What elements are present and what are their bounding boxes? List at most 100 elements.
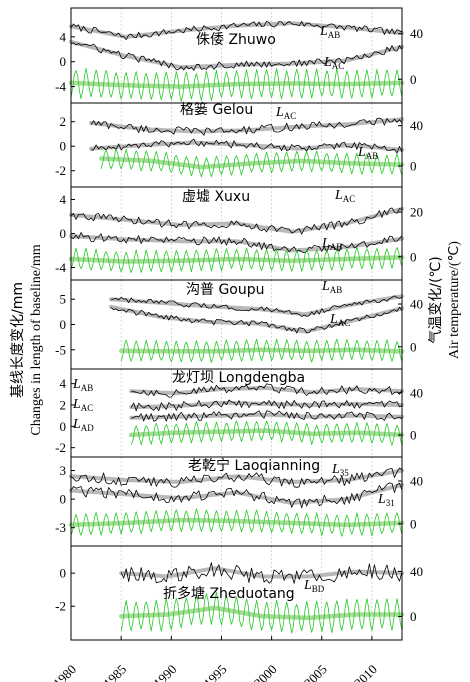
left-tick-label-5-1: 0	[60, 492, 67, 507]
left-tick-label-3-0: 5	[60, 292, 67, 307]
left-tick-label-0-2: -4	[55, 79, 66, 94]
trend-2-2	[68, 255, 405, 264]
left-tick-label-2-2: -4	[55, 260, 66, 275]
series-line-4-2	[131, 410, 403, 422]
right-tick-label-5-0: 40	[410, 474, 423, 489]
series-label-5-1: L31	[377, 492, 395, 508]
left-tick-label-1-0: 2	[60, 114, 67, 129]
right-tick-label-4-0: 40	[410, 385, 423, 400]
series-label-sub-6-0: BD	[312, 584, 325, 594]
trend-3-2	[118, 347, 405, 354]
right-tick-label-6-0: 40	[410, 564, 423, 579]
trend-0-0	[69, 21, 404, 39]
right-tick-label-3-1: 0	[410, 339, 417, 354]
series-label-sub-1-1: AB	[366, 151, 379, 161]
series-label-sub-0-1: AC	[332, 61, 345, 71]
right-tick-label-4-1: 0	[410, 428, 417, 443]
series-line-6-1	[120, 591, 403, 634]
data-layer	[68, 20, 405, 634]
series-line-5-0	[70, 467, 403, 488]
series-label-sub-3-1: AC	[338, 318, 351, 328]
series-line-1-1	[91, 138, 403, 154]
left-tick-label-2-1: 0	[60, 226, 67, 241]
left-tick-label-0-0: 4	[60, 29, 67, 44]
series-label-4-1: LAC	[72, 397, 93, 413]
left-tick-label-5-2: -3	[55, 520, 66, 535]
series-label-sub-4-1: AC	[81, 403, 94, 413]
left-tick-label-4-2: 0	[60, 419, 67, 434]
trend-1-2	[98, 156, 405, 170]
trend-4-3	[128, 428, 405, 438]
panel-title-5: 老乾宁 Laoqianning	[188, 457, 320, 474]
x-tick-label-5: 2005	[301, 662, 330, 682]
right-tick-label-6-1: 0	[410, 609, 417, 624]
right-tick-label-1-1: 0	[410, 159, 417, 174]
trend-1-1	[89, 140, 404, 152]
series-label-sub-5-0: 35	[340, 468, 350, 478]
series-line-3-1	[110, 306, 403, 334]
y-label-left-1: Changes in length of baseline/mm	[29, 244, 44, 435]
series-label-sub-3-0: AB	[330, 285, 343, 295]
left-tick-label-6-0: 0	[60, 566, 67, 581]
series-label-sub-1-0: AC	[284, 111, 297, 121]
left-tick-label-2-0: 4	[60, 192, 67, 207]
left-tick-label-3-1: 0	[60, 317, 67, 332]
trend-4-2	[129, 412, 404, 420]
panel-frame-6	[70, 545, 403, 641]
right-tick-label-0-0: 40	[410, 26, 423, 41]
trend-5-1	[69, 482, 404, 505]
series-label-1-0: LAC	[275, 105, 296, 121]
right-tick-label-0-1: 0	[410, 72, 417, 87]
series-line-0-0	[70, 20, 403, 40]
series-label-2-1: LAB	[321, 236, 342, 252]
right-tick-label-5-1: 0	[410, 516, 417, 531]
series-line-5-1	[70, 482, 403, 509]
trend-5-2	[68, 517, 405, 528]
series-line-0-1	[70, 42, 403, 71]
x-tick-label-3: 1995	[201, 662, 230, 682]
series-line-2-1	[70, 232, 403, 254]
trend-4-0	[129, 385, 404, 396]
series-label-3-0: LAB	[321, 279, 342, 295]
left-tick-label-0-1: 0	[60, 54, 67, 69]
trend-2-0	[69, 206, 404, 234]
left-tick-label-5-0: 3	[60, 463, 67, 478]
series-label-sub-2-1: AB	[330, 242, 343, 252]
series-line-2-0	[70, 207, 403, 235]
series-line-0-2	[70, 68, 403, 103]
series-label-sub-0-0: AB	[328, 30, 341, 40]
panel-title-6: 折多塘 Zheduotang	[163, 585, 295, 602]
right-tick-label-1-0: 40	[410, 118, 423, 133]
series-line-1-0	[90, 117, 403, 136]
series-label-6-0: LBD	[303, 578, 325, 594]
x-tick-label-4: 2000	[251, 662, 280, 682]
y-label-left-0: 基线长度变化/mm	[9, 282, 26, 398]
series-line-3-2	[120, 338, 403, 363]
trend-6-1	[118, 605, 405, 620]
series-label-4-2: LAD	[72, 417, 94, 433]
series-line-4-0	[131, 383, 403, 398]
panel-title-3: 沟普 Goupu	[186, 282, 265, 298]
left-tick-label-1-2: -2	[55, 163, 66, 178]
left-tick-label-4-1: 2	[60, 398, 67, 413]
series-label-sub-4-0: AB	[81, 383, 94, 393]
series-line-6-0	[120, 562, 403, 584]
panel-title-0: 侏倭 Zhuwo	[196, 32, 276, 48]
x-tick-label-6: 2010	[351, 662, 380, 682]
series-line-1-2	[100, 149, 403, 178]
series-line-3-0	[110, 295, 403, 317]
series-line-5-2	[70, 508, 403, 537]
trend-1-0	[89, 117, 404, 134]
trend-6-0	[119, 566, 404, 579]
series-label-3-1: LAC	[329, 312, 350, 328]
x-tick-label-2: 1990	[150, 662, 179, 682]
frame-layer	[70, 7, 403, 641]
right-tick-label-3-0: 40	[410, 297, 423, 312]
panel-title-4: 龙灯坝 Longdengba	[172, 370, 305, 386]
panel-title-2: 虚墟 Xuxu	[182, 189, 250, 205]
left-tick-label-1-1: 0	[60, 139, 67, 154]
left-tick-label-4-3: -2	[55, 440, 66, 455]
trend-2-1	[69, 234, 404, 253]
x-tick-label-0: 1980	[50, 662, 79, 682]
